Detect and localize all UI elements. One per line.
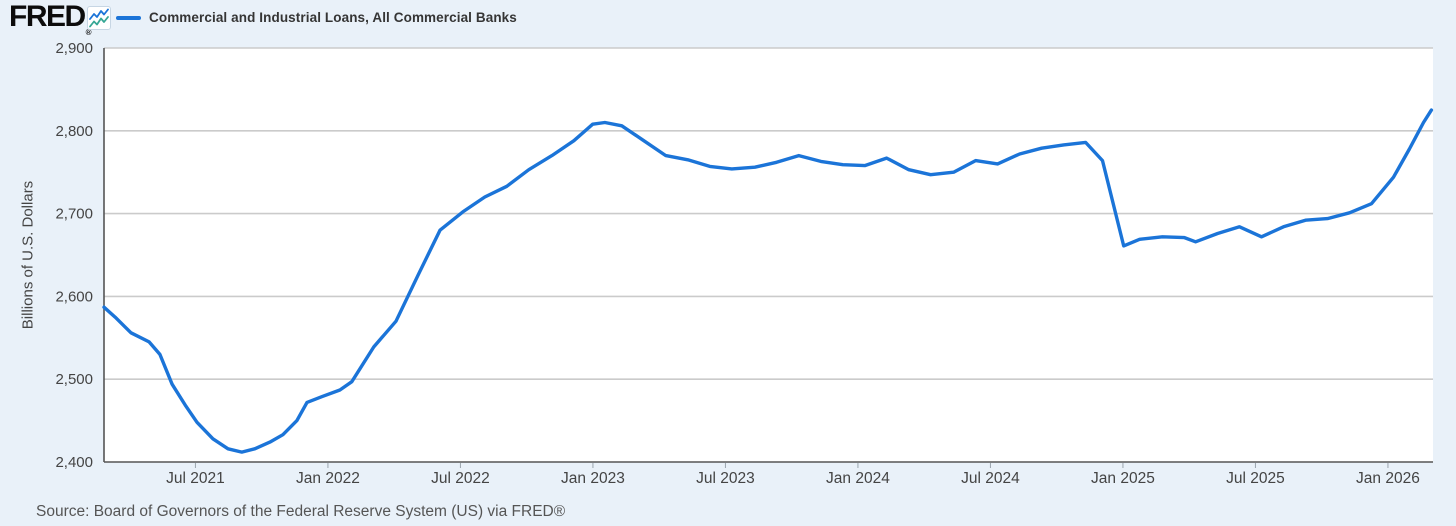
x-tick-label: Jul 2021	[166, 470, 225, 487]
data-line[interactable]	[102, 108, 1434, 454]
x-tick-label: Jan 2026	[1356, 470, 1420, 487]
legend: Commercial and Industrial Loans, All Com…	[116, 0, 517, 35]
chart-header: FRED® Commercial and Industrial Loans, A…	[0, 0, 1456, 38]
legend-label: Commercial and Industrial Loans, All Com…	[149, 10, 517, 25]
x-tick-label: Jul 2022	[431, 470, 490, 487]
y-tick-label: 2,700	[55, 206, 93, 223]
legend-line-swatch	[116, 15, 141, 20]
x-tick-label: Jan 2023	[561, 470, 625, 487]
fred-sparkline-icon	[87, 6, 111, 30]
y-tick-label: 2,800	[55, 123, 93, 140]
fred-logo: FRED®	[9, 0, 92, 40]
fred-logo-text: FRED	[9, 0, 86, 33]
x-tick-label: Jan 2022	[296, 470, 360, 487]
y-tick-label: 2,400	[55, 454, 93, 471]
plot-area[interactable]	[104, 48, 1433, 462]
y-tick-label: 2,900	[55, 40, 93, 57]
source-note: Source: Board of Governors of the Federa…	[36, 503, 566, 520]
y-tick-label: 2,500	[55, 371, 93, 388]
registered-trademark: ®	[85, 28, 92, 37]
x-tick-label: Jul 2025	[1226, 470, 1285, 487]
x-tick-label: Jul 2023	[696, 470, 755, 487]
x-tick-label: Jan 2025	[1091, 470, 1155, 487]
x-tick-label: Jul 2024	[961, 470, 1020, 487]
y-tick-label: 2,600	[55, 288, 93, 305]
x-tick-label: Jan 2024	[826, 470, 890, 487]
